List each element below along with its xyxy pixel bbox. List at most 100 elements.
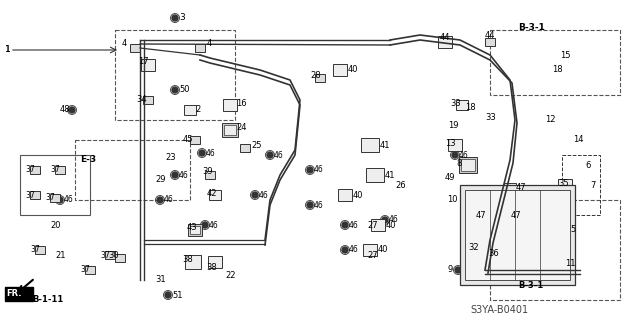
Text: 18: 18 xyxy=(552,65,563,75)
Bar xyxy=(143,96,153,104)
Circle shape xyxy=(69,107,75,113)
Text: 40: 40 xyxy=(378,246,388,255)
Circle shape xyxy=(452,152,458,158)
Bar xyxy=(115,30,235,120)
Bar xyxy=(490,200,620,300)
Text: 21: 21 xyxy=(55,250,65,259)
Bar xyxy=(35,246,45,254)
Circle shape xyxy=(307,167,313,173)
Circle shape xyxy=(172,87,178,93)
Bar xyxy=(338,189,352,201)
Text: 51: 51 xyxy=(172,291,182,300)
Bar xyxy=(315,74,325,82)
Text: 3: 3 xyxy=(179,13,185,23)
Text: 6: 6 xyxy=(585,160,590,169)
Bar xyxy=(460,185,575,285)
Text: 37: 37 xyxy=(30,246,40,255)
Text: B-3-1: B-3-1 xyxy=(518,24,545,33)
Bar xyxy=(190,136,200,144)
Text: 40: 40 xyxy=(348,65,358,75)
Bar xyxy=(105,251,115,259)
Text: 36: 36 xyxy=(488,249,499,257)
Text: 46: 46 xyxy=(349,246,359,255)
Text: 29: 29 xyxy=(155,175,166,184)
Text: S3YA-B0401: S3YA-B0401 xyxy=(470,305,528,315)
Bar xyxy=(195,44,205,52)
Bar xyxy=(184,105,196,115)
Text: 45: 45 xyxy=(183,136,193,145)
Text: 47: 47 xyxy=(511,211,522,219)
Text: 22: 22 xyxy=(225,271,236,279)
Text: 10: 10 xyxy=(447,196,458,204)
Bar xyxy=(465,190,570,280)
Text: 27: 27 xyxy=(367,250,378,259)
Text: 46: 46 xyxy=(259,190,269,199)
Text: 44: 44 xyxy=(485,32,495,41)
Text: B-3-1: B-3-1 xyxy=(518,280,543,290)
Text: 37: 37 xyxy=(45,194,55,203)
Text: 50: 50 xyxy=(179,85,189,94)
Circle shape xyxy=(307,202,313,208)
Bar xyxy=(85,266,95,274)
Bar xyxy=(461,159,475,171)
Text: 44: 44 xyxy=(440,33,451,42)
Text: 46: 46 xyxy=(349,220,359,229)
Text: 18: 18 xyxy=(465,103,476,113)
Bar xyxy=(223,99,237,111)
Bar xyxy=(5,287,33,301)
Text: 37: 37 xyxy=(25,166,35,174)
Text: 37: 37 xyxy=(25,190,35,199)
Bar xyxy=(130,44,140,52)
Bar xyxy=(75,140,190,200)
Text: 16: 16 xyxy=(236,99,246,108)
Bar xyxy=(185,255,201,269)
Text: 46: 46 xyxy=(389,216,399,225)
Text: 19: 19 xyxy=(448,121,458,130)
Bar xyxy=(222,123,238,137)
Bar xyxy=(240,144,250,152)
Bar xyxy=(20,155,90,215)
Text: 13: 13 xyxy=(445,138,456,147)
Bar xyxy=(363,244,377,256)
Bar xyxy=(459,157,477,173)
Text: 7: 7 xyxy=(590,181,595,189)
Text: 34: 34 xyxy=(136,95,147,105)
Text: 48: 48 xyxy=(60,106,70,115)
Text: 12: 12 xyxy=(545,115,556,124)
Bar xyxy=(361,138,379,152)
Bar xyxy=(55,166,65,174)
Text: 23: 23 xyxy=(165,153,175,162)
Text: 43: 43 xyxy=(187,224,198,233)
Text: 2: 2 xyxy=(195,106,200,115)
Bar xyxy=(489,248,505,262)
Text: 32: 32 xyxy=(468,243,479,253)
Text: 31: 31 xyxy=(155,276,166,285)
Text: 38: 38 xyxy=(206,263,217,272)
Text: 46: 46 xyxy=(274,151,284,160)
Circle shape xyxy=(455,267,461,273)
Bar xyxy=(504,183,516,193)
Bar xyxy=(333,64,347,76)
Circle shape xyxy=(252,192,258,198)
Circle shape xyxy=(165,292,171,298)
Text: 1: 1 xyxy=(5,46,11,55)
Text: 30: 30 xyxy=(108,251,118,261)
Text: 24: 24 xyxy=(236,123,246,132)
Circle shape xyxy=(382,217,388,223)
Text: 46: 46 xyxy=(459,151,468,160)
Text: 28: 28 xyxy=(310,71,321,80)
Text: 46: 46 xyxy=(314,166,324,174)
Text: 41: 41 xyxy=(385,170,396,180)
Circle shape xyxy=(342,247,348,253)
Text: E-3: E-3 xyxy=(80,155,96,165)
Bar xyxy=(499,210,511,220)
Text: 49: 49 xyxy=(445,174,456,182)
Text: 37: 37 xyxy=(50,166,60,174)
Bar xyxy=(50,194,60,202)
Text: 33: 33 xyxy=(450,99,461,108)
Bar xyxy=(464,210,476,220)
Text: 8: 8 xyxy=(456,159,461,167)
Text: 15: 15 xyxy=(560,50,570,60)
Text: 46: 46 xyxy=(64,196,74,204)
Text: 17: 17 xyxy=(138,57,148,66)
